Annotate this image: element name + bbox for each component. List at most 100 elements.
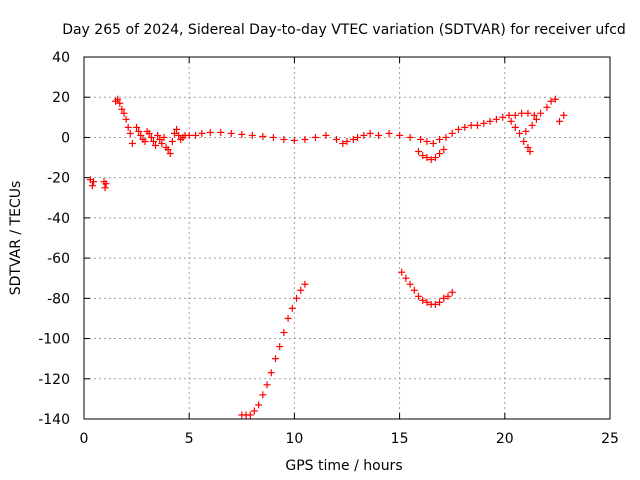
y-tick-label: -140 bbox=[38, 412, 70, 428]
data-point bbox=[116, 99, 124, 107]
x-tick-label: 20 bbox=[496, 431, 514, 447]
grid bbox=[84, 57, 610, 419]
data-point bbox=[102, 180, 110, 188]
plot-border bbox=[83, 56, 611, 420]
data-point bbox=[255, 401, 263, 409]
data-point bbox=[423, 137, 431, 145]
data-point bbox=[128, 139, 136, 147]
data-point bbox=[467, 121, 475, 129]
data-point bbox=[366, 129, 374, 137]
data-point bbox=[297, 286, 305, 294]
data-point bbox=[185, 131, 193, 139]
y-tick-label: -100 bbox=[38, 332, 70, 348]
data-point bbox=[436, 150, 444, 158]
x-tick-label: 5 bbox=[185, 431, 194, 447]
data-point bbox=[160, 133, 168, 141]
data-point bbox=[293, 294, 301, 302]
data-point bbox=[486, 117, 494, 125]
data-point bbox=[288, 304, 296, 312]
data-point bbox=[522, 127, 530, 135]
data-point bbox=[198, 129, 206, 137]
y-tick-label: -80 bbox=[47, 291, 70, 307]
data-point bbox=[133, 123, 141, 131]
data-point bbox=[419, 152, 427, 160]
data-point bbox=[120, 109, 128, 117]
x-axis-label: GPS time / hours bbox=[285, 458, 402, 474]
data-point bbox=[547, 97, 555, 105]
data-point bbox=[528, 121, 536, 129]
data-point bbox=[339, 139, 347, 147]
data-point bbox=[507, 117, 515, 125]
data-point bbox=[263, 381, 271, 389]
data-point bbox=[149, 137, 157, 145]
data-point bbox=[271, 355, 279, 363]
data-point bbox=[423, 298, 431, 306]
data-point bbox=[269, 133, 277, 141]
data-point bbox=[415, 148, 423, 156]
data-point bbox=[551, 95, 559, 103]
data-point bbox=[88, 182, 96, 190]
x-tick-label: 15 bbox=[391, 431, 409, 447]
data-point bbox=[406, 133, 414, 141]
axis-ticks: 0 5 10 15 20 25 -140 -120 -100 -80 -60 -40 -20 0 20 40 bbox=[38, 50, 619, 447]
data-point bbox=[301, 280, 309, 288]
data-point bbox=[89, 178, 97, 186]
data-point bbox=[238, 130, 246, 138]
data-point bbox=[246, 411, 254, 419]
data-point bbox=[343, 137, 351, 145]
series-dip-trace bbox=[415, 146, 448, 164]
data-point bbox=[114, 95, 122, 103]
data-point bbox=[417, 135, 425, 143]
x-tick-label: 25 bbox=[601, 431, 619, 447]
data-point bbox=[173, 125, 181, 133]
data-point bbox=[520, 137, 528, 145]
series-early-cluster bbox=[86, 176, 110, 192]
data-point bbox=[280, 135, 288, 143]
data-point bbox=[448, 129, 456, 137]
data-point bbox=[556, 117, 564, 125]
data-point bbox=[440, 294, 448, 302]
data-point bbox=[267, 369, 275, 377]
data-point bbox=[154, 131, 162, 139]
data-point bbox=[429, 139, 437, 147]
data-point bbox=[543, 103, 551, 111]
y-tick-label: -60 bbox=[47, 251, 70, 267]
data-point bbox=[284, 314, 292, 322]
x-tick-label: 10 bbox=[285, 431, 303, 447]
data-point bbox=[431, 154, 439, 162]
data-point bbox=[480, 119, 488, 127]
x-tick-label: 0 bbox=[80, 431, 89, 447]
data-point bbox=[168, 137, 176, 145]
y-tick-label: -40 bbox=[47, 211, 70, 227]
chart-title: Day 265 of 2024, Sidereal Day-to-day VTE… bbox=[62, 22, 626, 38]
data-point bbox=[250, 407, 258, 415]
data-point bbox=[217, 128, 225, 136]
data-point bbox=[152, 141, 160, 149]
data-point bbox=[126, 129, 134, 137]
data-point bbox=[398, 268, 406, 276]
data-point bbox=[147, 133, 155, 141]
data-point bbox=[248, 131, 256, 139]
data-point bbox=[311, 133, 319, 141]
data-point bbox=[259, 391, 267, 399]
data-point bbox=[423, 154, 431, 162]
series-right-lower-branch bbox=[507, 115, 540, 156]
data-point bbox=[175, 131, 183, 139]
data-point bbox=[170, 129, 178, 137]
data-point bbox=[396, 131, 404, 139]
data-point bbox=[410, 286, 418, 294]
data-point bbox=[354, 133, 362, 141]
data-point bbox=[349, 135, 357, 143]
data-point bbox=[461, 123, 469, 131]
data-point bbox=[442, 133, 450, 141]
data-point bbox=[436, 298, 444, 306]
data-point bbox=[511, 111, 519, 119]
data-point bbox=[499, 113, 507, 121]
data-point bbox=[436, 135, 444, 143]
y-tick-label: 0 bbox=[61, 130, 70, 146]
data-point bbox=[124, 123, 132, 131]
data-point bbox=[427, 156, 435, 164]
data-point bbox=[259, 132, 267, 140]
data-point bbox=[524, 144, 532, 151]
y-tick-label: -120 bbox=[38, 372, 70, 388]
